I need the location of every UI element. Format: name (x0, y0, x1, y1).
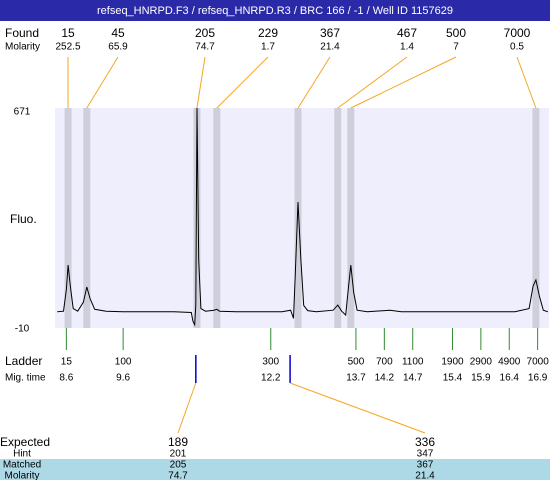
found-connector (297, 56, 331, 109)
found-size: 7000 (504, 26, 531, 40)
ladder-time: 13.7 (346, 373, 366, 384)
found-connector (516, 56, 537, 109)
y-tick-label: -10 (15, 324, 30, 335)
found-size: 467 (397, 26, 417, 40)
ladder-size: 1100 (402, 357, 424, 368)
mig-time-label: Mig. time (5, 373, 46, 384)
found-size: 367 (320, 26, 340, 40)
ladder-time: 14.2 (375, 373, 395, 384)
found-molarity: 252.5 (55, 42, 80, 53)
found-molarity: 1.4 (400, 42, 414, 53)
found-peak-band (294, 108, 302, 328)
found-connector (196, 56, 206, 109)
matched-value: 367 (417, 460, 434, 471)
ladder-size: 1900 (441, 357, 464, 368)
ladder-size: 300 (262, 357, 279, 368)
found-peak-band (213, 108, 221, 328)
ladder-label: Ladder (5, 354, 42, 368)
ladder-size: 700 (376, 357, 393, 368)
ladder-size: 15 (61, 357, 73, 368)
ladder-time: 16.4 (500, 373, 520, 384)
ladder-time: 15.4 (443, 373, 463, 384)
hint-value: 201 (170, 449, 187, 460)
ladder-time: 16.9 (528, 373, 548, 384)
found-size: 500 (446, 26, 466, 40)
ladder-time: 9.6 (116, 373, 130, 384)
ladder-size: 500 (348, 357, 365, 368)
found-peak-band (347, 108, 355, 328)
ladder-size: 2900 (470, 357, 493, 368)
found-size: 205 (195, 26, 215, 40)
ladder-size: 4900 (498, 357, 521, 368)
expected-molarity-label: Molarity (4, 471, 39, 480)
expected-connector (289, 382, 426, 434)
ladder-time: 8.6 (59, 373, 73, 384)
found-size: 45 (111, 26, 125, 40)
found-peak-band (193, 108, 201, 328)
expected-connector (177, 382, 197, 434)
trace (57, 107, 549, 327)
matched-label: Matched (3, 460, 41, 471)
ladder-size: 7000 (527, 357, 550, 368)
ladder-time: 14.7 (403, 373, 423, 384)
found-molarity: 0.5 (510, 42, 524, 53)
matched-band-left (0, 459, 55, 480)
found-connector (216, 56, 269, 109)
found-connector (350, 56, 457, 109)
found-molarity-label: Molarity (5, 42, 40, 53)
found-peak-band (83, 108, 91, 328)
found-connector (337, 56, 408, 109)
found-size: 229 (258, 26, 278, 40)
expected-molarity: 74.7 (168, 471, 188, 480)
matched-value: 205 (170, 460, 187, 471)
expected-label: Expected (0, 435, 50, 449)
y-axis-label: Fluo. (10, 212, 37, 226)
y-tick-label: 671 (14, 107, 31, 118)
found-molarity: 21.4 (320, 42, 340, 53)
found-molarity: 65.9 (108, 42, 128, 53)
ladder-time: 12.2 (261, 373, 281, 384)
found-molarity: 74.7 (195, 42, 215, 53)
found-molarity: 1.7 (261, 42, 275, 53)
found-size: 15 (61, 26, 75, 40)
chart-title: refseq_HNRPD.F3 / refseq_HNRPD.R3 / BRC … (97, 5, 453, 17)
found-label: Found (5, 26, 39, 40)
plot-area (55, 108, 549, 328)
hint-label: Hint (13, 449, 31, 460)
ladder-time: 15.9 (471, 373, 491, 384)
matched-band (55, 459, 550, 480)
expected-molarity: 21.4 (415, 471, 435, 480)
found-connector (86, 56, 119, 109)
ladder-size: 100 (115, 357, 132, 368)
title-bar (0, 0, 550, 21)
hint-value: 347 (417, 449, 434, 460)
found-peak-band (64, 108, 72, 328)
expected-size: 189 (168, 435, 188, 449)
found-peak-band (334, 108, 342, 328)
found-peak-band (532, 108, 540, 328)
found-molarity: 7 (453, 42, 459, 53)
expected-size: 336 (415, 435, 435, 449)
